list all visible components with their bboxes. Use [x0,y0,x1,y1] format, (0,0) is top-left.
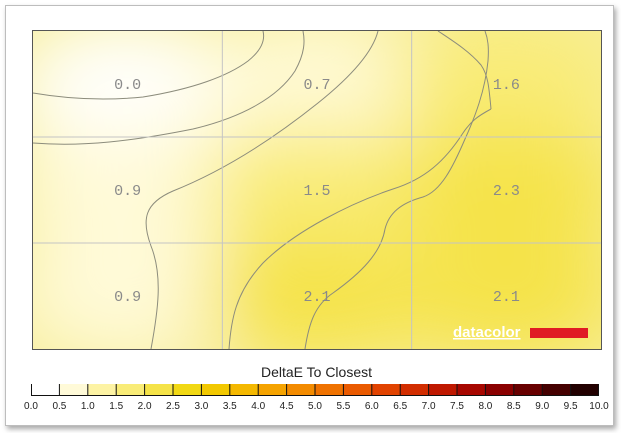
colorbar-tick-label: 9.5 [563,401,578,412]
colorbar-swatch-17 [513,384,543,396]
colorbar-swatch-2 [87,384,117,396]
colorbar-swatch-6 [201,384,231,396]
colorbar-swatch-13 [400,384,430,396]
contour-line-3 [228,108,492,349]
chart-frame: 0.0 0.7 1.6 0.9 1.5 2.3 0.9 2.1 2.1 datacolor De… [5,5,614,426]
colorbar-tick-label: 5.5 [336,401,351,412]
colorbar-tick-labels: 0.0 0.5 1.0 1.5 2.0 2.5 3.0 3.5 4.0 4.5 5.0 5.5 6.0 6… [6,401,621,415]
colorbar-swatch-10 [315,384,344,396]
colorbar-tick-label: 0.0 [24,401,38,412]
heatmap-cell-0-0 [33,31,246,150]
cell-label-2-0: 0.9 [114,289,141,306]
cell-value-labels: 0.0 0.7 1.6 0.9 1.5 2.3 0.9 2.1 2.1 [114,77,520,306]
colorbar-swatch-0 [31,384,60,396]
datacolor-logo-bar [530,328,588,338]
colorbar-swatch-14 [428,384,458,396]
contour-line-1 [33,31,305,145]
grid-lines [33,31,601,349]
colorbar-tick-label: 7.5 [450,401,464,412]
cell-label-0-2: 1.6 [493,77,520,94]
colorbar-tick-label: 1.0 [80,401,95,412]
datacolor-logo: datacolor [453,324,588,341]
contour-line-4 [304,31,489,349]
heatmap-cell-1-0 [33,124,246,256]
cell-label-0-1: 0.7 [303,77,330,94]
colorbar-tick-label: 0.5 [52,401,67,412]
contour-line-2 [145,31,379,349]
colorbar-swatch-18 [542,384,572,396]
colorbar-tick-label: 10.0 [589,401,609,412]
cell-label-1-0: 0.9 [114,183,141,200]
cell-label-2-1: 2.1 [303,289,330,306]
colorbar-tick-label: 2.5 [166,401,180,412]
datacolor-logo-text: datacolor [453,324,521,341]
colorbar-title: DeltaE To Closest [260,364,372,380]
colorbar-scale [31,384,599,396]
cell-label-2-2: 2.1 [493,289,520,306]
heatmap-svg: 0.0 0.7 1.6 0.9 1.5 2.3 0.9 2.1 2.1 datacolor [33,31,601,349]
colorbar-tick-label: 8.5 [506,401,521,412]
colorbar-swatch-1 [59,384,89,396]
colorbar-tick-label: 6.0 [364,401,379,412]
colorbar-tick-label: 3.5 [222,401,237,412]
colorbar-tick-label: 8.0 [478,401,493,412]
contour-line-0 [33,31,265,100]
colorbar-tick-label: 5.0 [308,401,322,412]
heatmap-cell-0-1 [199,31,435,150]
heatmap-plot: 0.0 0.7 1.6 0.9 1.5 2.3 0.9 2.1 2.1 datacolor [32,30,602,350]
heatmap-cell-0-2 [388,31,601,150]
colorbar-tick-label: 4.5 [279,401,294,412]
colorbar-swatch-19 [570,384,599,396]
colorbar-swatch-8 [258,384,288,396]
contour-lines [33,31,492,349]
colorbar-swatch-9 [286,384,316,396]
heatmap-cell-2-1 [199,230,435,349]
colorbar-tick-label: 6.5 [393,401,408,412]
colorbar-swatch-11 [343,384,373,396]
colorbar-tick-label: 3.0 [194,401,209,412]
heatmap-cell-1-1 [199,124,435,256]
colorbar-tick-label: 1.5 [109,401,124,412]
heatmap-cell-1-2 [388,124,601,256]
cell-label-1-2: 2.3 [493,183,520,200]
colorbar-tick-label: 4.0 [251,401,266,412]
heatmap-cell-2-2 [388,230,601,349]
cell-label-1-1: 1.5 [303,183,330,200]
colorbar-swatch-16 [485,384,515,396]
heatmap-cell-2-0 [33,230,246,349]
colorbar-swatch-15 [457,384,486,396]
contour-line-5 [437,31,492,110]
colorbar-swatch-5 [173,384,202,396]
colorbar-swatch-7 [229,384,259,396]
colorbar-tick-label: 2.0 [137,401,152,412]
cell-label-0-0: 0.0 [114,77,141,94]
colorbar-swatch-12 [371,384,401,396]
heatmap-gradient [33,31,601,349]
colorbar-swatch-4 [144,384,174,396]
colorbar-swatch-3 [116,384,146,396]
colorbar-tick-label: 9.0 [535,401,550,412]
colorbar-tick-label: 7.0 [421,401,436,412]
